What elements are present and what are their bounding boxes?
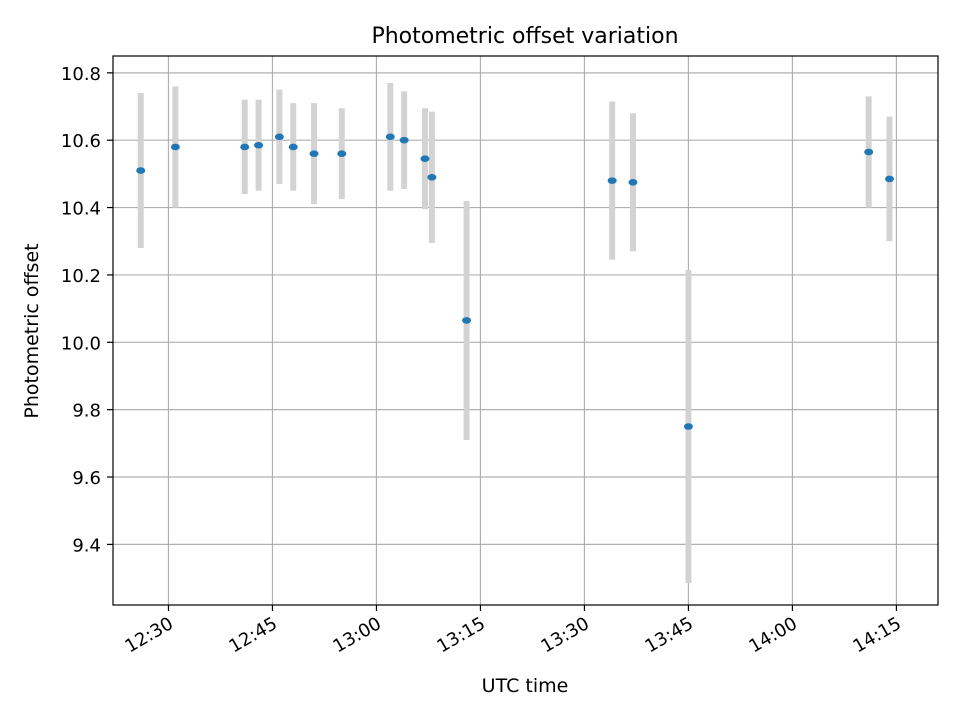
data-points bbox=[136, 133, 894, 430]
y-tick-label: 9.4 bbox=[72, 535, 101, 556]
data-point bbox=[420, 155, 430, 163]
data-point bbox=[337, 150, 347, 157]
y-axis-label: Photometric offset bbox=[21, 243, 43, 418]
data-point bbox=[170, 143, 180, 151]
data-point bbox=[427, 173, 437, 181]
grid-lines bbox=[113, 56, 938, 605]
data-point bbox=[309, 150, 319, 157]
data-point bbox=[864, 148, 874, 156]
data-point bbox=[385, 133, 395, 141]
data-point bbox=[274, 133, 284, 141]
data-point bbox=[136, 167, 146, 174]
chart-title: Photometric offset variation bbox=[371, 24, 678, 49]
y-tick-label: 10.4 bbox=[61, 199, 101, 220]
data-point bbox=[884, 175, 894, 183]
data-point bbox=[462, 317, 472, 324]
y-tick-label: 10.0 bbox=[61, 333, 101, 354]
data-point bbox=[399, 136, 409, 144]
data-point bbox=[254, 141, 264, 149]
data-point bbox=[683, 423, 693, 430]
data-point bbox=[240, 143, 250, 151]
y-tick-label: 10.6 bbox=[61, 131, 101, 152]
data-point bbox=[628, 179, 638, 186]
y-axis-ticks: 9.4 9.6 9.8 10.0 10.2 10.4 10.6 10.8 bbox=[61, 64, 113, 556]
x-axis-label: UTC time bbox=[482, 675, 569, 697]
y-tick-label: 9.8 bbox=[72, 401, 101, 422]
y-tick-label: 9.6 bbox=[72, 468, 101, 489]
data-point bbox=[607, 177, 617, 184]
y-tick-label: 10.2 bbox=[61, 266, 101, 287]
y-tick-label: 10.8 bbox=[61, 64, 101, 85]
data-point bbox=[288, 143, 298, 151]
plot-area-frame bbox=[112, 55, 939, 606]
